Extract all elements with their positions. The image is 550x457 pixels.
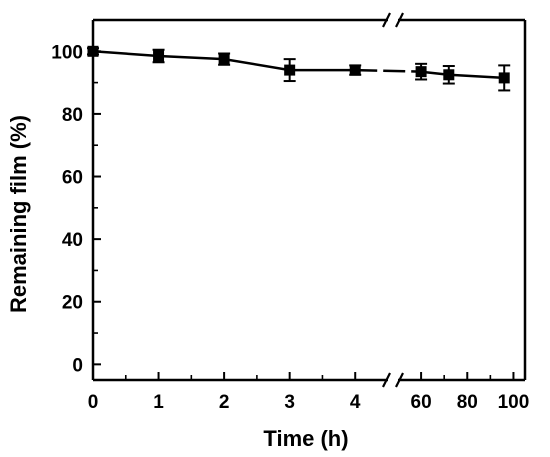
axis-break-mark (382, 12, 391, 28)
plot-layer: 0 20 40 60 80 100 0 1 2 3 4 60 80 100 (51, 12, 530, 413)
series-line (420, 70, 505, 80)
data-point-marker (218, 53, 230, 65)
x-tick-label: 60 (411, 392, 432, 413)
y-tick-label: 40 (62, 230, 83, 251)
x-axis-title: Time (h) (263, 426, 348, 451)
data-point-marker (153, 50, 165, 62)
y-axis-title: Remaining film (%) (6, 115, 31, 313)
data-point-marker (284, 64, 296, 76)
axis-break-mark (382, 372, 391, 388)
y-tick-label: 80 (62, 105, 83, 126)
y-tick-label: 60 (62, 168, 83, 189)
axis-break-mark (395, 12, 404, 28)
series-bridge-line (355, 68, 422, 73)
data-point-marker (415, 66, 427, 78)
data-point-marker (443, 69, 455, 81)
data-point-marker (498, 72, 510, 84)
x-tick-label: 2 (219, 392, 230, 413)
y-tick-label: 20 (62, 293, 83, 314)
y-tick-label: 100 (51, 42, 83, 63)
x-tick-label: 0 (88, 392, 99, 413)
x-tick-label: 3 (284, 392, 295, 413)
x-tick-label: 1 (153, 392, 164, 413)
y-tick-label: 0 (72, 355, 83, 376)
axis-break-mark (395, 372, 404, 388)
data-point-marker (349, 64, 361, 76)
x-tick-label: 100 (498, 392, 530, 413)
data-point-marker (87, 45, 99, 57)
x-tick-label: 80 (457, 392, 478, 413)
x-tick-label: 4 (350, 392, 361, 413)
